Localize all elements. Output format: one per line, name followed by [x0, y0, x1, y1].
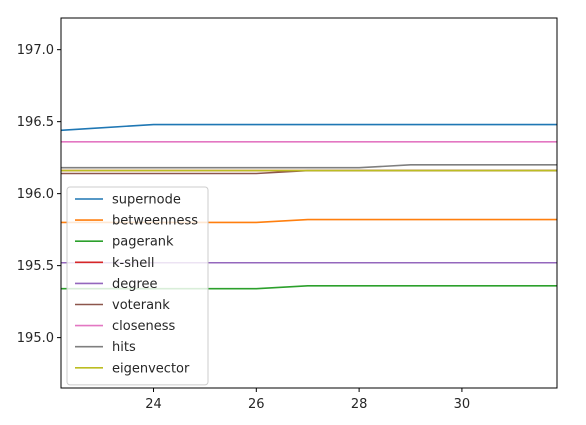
- y-tick-label: 196.0: [17, 187, 54, 202]
- y-axis: 195.0 195.5 196.0 196.5 197.0: [17, 43, 61, 346]
- legend-label-betweenness: betweenness: [112, 214, 198, 229]
- legend-label-degree: degree: [112, 277, 158, 292]
- legend-label-k-shell: k-shell: [112, 256, 154, 271]
- legend: supernode betweenness pagerank k-shell degre…: [66, 186, 209, 386]
- legend-label-pagerank: pagerank: [112, 235, 174, 250]
- y-tick-label: 195.0: [17, 331, 54, 346]
- plot-frame: [60, 17, 558, 389]
- legend-box: [66, 186, 209, 386]
- x-tick-label: 24: [145, 397, 162, 412]
- legend-label-supernode: supernode: [112, 193, 181, 208]
- x-tick-label: 30: [454, 397, 471, 412]
- legend-label-voterank: voterank: [112, 298, 170, 313]
- x-tick-label: 28: [351, 397, 368, 412]
- x-tick-label: 26: [248, 397, 265, 412]
- x-axis: 24 26 28 30: [145, 388, 470, 412]
- legend-label-eigenvector: eigenvector: [112, 361, 190, 376]
- y-tick-label: 196.5: [17, 115, 54, 130]
- legend-label-closeness: closeness: [112, 319, 175, 334]
- y-tick-label: 197.0: [17, 43, 54, 58]
- series-line-hits: [61, 164, 557, 169]
- series-line-supernode: [61, 123, 557, 132]
- legend-label-hits: hits: [112, 340, 136, 355]
- y-tick-label: 195.5: [17, 259, 54, 274]
